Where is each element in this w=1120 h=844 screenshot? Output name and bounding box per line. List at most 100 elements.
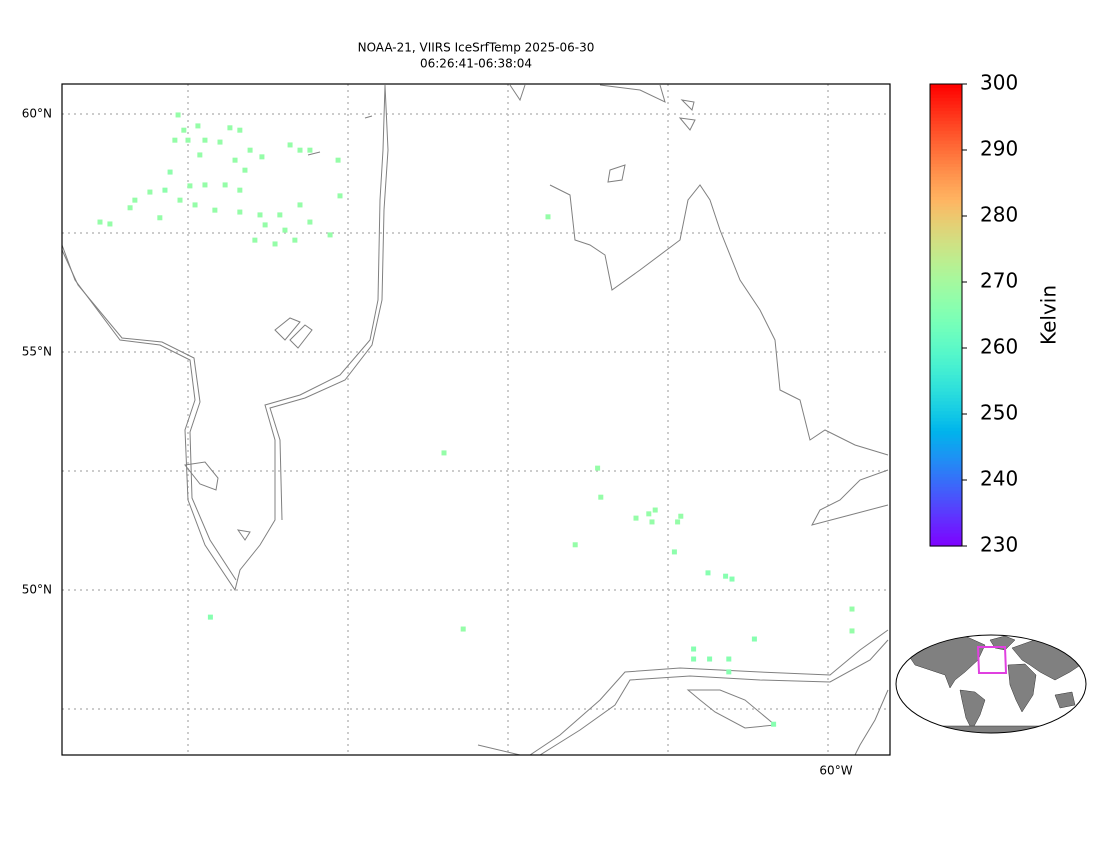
colorbar-segment: [930, 456, 962, 461]
colorbar-segment: [930, 291, 962, 296]
colorbar-segment: [930, 437, 962, 441]
colorbar-segment: [930, 245, 962, 250]
colorbar-segment: [930, 338, 962, 342]
colorbar-segment: [930, 123, 962, 128]
colorbar-segment: [930, 150, 962, 154]
observation: [172, 137, 178, 143]
colorbar-segment: [930, 384, 962, 389]
observation: [282, 227, 288, 233]
continent: [959, 689, 986, 731]
colorbar-segment: [930, 348, 962, 352]
colorbar-segment: [930, 506, 962, 511]
colorbar-segment: [930, 183, 962, 187]
colorbar-segment: [930, 262, 962, 267]
colorbar-segment: [930, 272, 962, 276]
colorbar-segment: [930, 315, 962, 319]
colorbar-segment: [930, 252, 962, 257]
chart-title: NOAA-21, VIIRS IceSrfTemp 2025-06-30: [358, 41, 595, 55]
colorbar-tick-label: 230: [980, 533, 1018, 557]
colorbar-tick-label: 290: [980, 137, 1018, 161]
colorbar-segment: [930, 394, 962, 399]
observation: [678, 513, 684, 519]
colorbar-segment: [930, 130, 962, 135]
colorbar-segment: [930, 206, 962, 210]
colorbar-label: Kelvin: [1037, 285, 1061, 345]
observation: [237, 127, 243, 133]
colorbar-segment: [930, 163, 962, 168]
coastline: [236, 115, 373, 541]
colorbar-segment: [930, 179, 962, 184]
observation: [649, 519, 655, 525]
colorbar-segment: [930, 159, 962, 164]
island: [184, 461, 219, 491]
observation: [598, 494, 604, 500]
colorbar-segment: [930, 476, 962, 481]
colorbar-segment: [930, 513, 962, 517]
colorbar-segment: [930, 90, 962, 95]
colorbar-segment: [930, 103, 962, 108]
colorbar-segment: [930, 295, 962, 300]
continent: [929, 725, 1051, 733]
colorbar-segment: [930, 387, 962, 392]
observation: [460, 626, 466, 632]
observations: [97, 112, 855, 727]
colorbar-segment: [930, 186, 962, 191]
colorbar-segment: [930, 219, 962, 224]
colorbar-segment: [930, 239, 962, 243]
colorbar-segment: [930, 503, 962, 507]
colorbar-segment: [930, 93, 962, 98]
colorbar-segment: [930, 509, 962, 514]
colorbar-segment: [930, 282, 962, 286]
colorbar-segment: [930, 371, 962, 375]
observation: [277, 212, 283, 218]
lat-tick-label: 50°N: [22, 583, 52, 597]
colorbar-segment: [930, 133, 962, 138]
colorbar-segment: [930, 420, 962, 425]
colorbar-segment: [930, 232, 962, 237]
colorbar-segment: [930, 470, 962, 474]
observation: [327, 232, 333, 238]
coastline: [811, 469, 889, 526]
observation: [726, 656, 732, 662]
colorbar-segment: [930, 176, 962, 181]
colorbar-segment: [930, 209, 962, 214]
colorbar-segment: [930, 202, 962, 207]
observation: [259, 154, 265, 160]
colorbar-segment: [930, 542, 962, 547]
observation: [707, 656, 713, 662]
observation: [175, 112, 181, 118]
continent: [1054, 691, 1076, 709]
colorbar-segment: [930, 427, 962, 432]
colorbar-segment: [930, 351, 962, 356]
observation: [157, 215, 163, 221]
colorbar-segment: [930, 460, 962, 465]
colorbar-segment: [930, 324, 962, 329]
colorbar-segment: [930, 199, 962, 204]
colorbar-segment: [930, 321, 962, 326]
colorbar-segment: [930, 242, 962, 247]
observation: [232, 157, 238, 163]
colorbar-segment: [930, 423, 962, 428]
globe-outline: [895, 634, 1087, 734]
colorbar-segment: [930, 453, 962, 458]
observation: [287, 142, 293, 148]
colorbar-segment: [930, 447, 962, 451]
map-frame: [61, 83, 891, 756]
colorbar-segment: [930, 450, 962, 455]
observation: [723, 573, 729, 579]
colorbar-segment: [930, 344, 962, 349]
observation: [97, 219, 103, 225]
colorbar-tick-label: 300: [980, 71, 1018, 95]
colorbar-segment: [930, 113, 962, 118]
colorbar-segment: [930, 120, 962, 125]
colorbar-segment: [930, 483, 962, 488]
colorbar-segment: [930, 364, 962, 369]
colorbar-segment: [930, 166, 962, 171]
colorbar-segment: [930, 298, 962, 303]
colorbar-segment: [930, 301, 962, 306]
colorbar-segment: [930, 100, 962, 105]
observation: [297, 147, 303, 153]
colorbar-segment: [930, 473, 962, 478]
axis-labels: 60°N 55°N 50°N 60°W: [22, 107, 853, 778]
